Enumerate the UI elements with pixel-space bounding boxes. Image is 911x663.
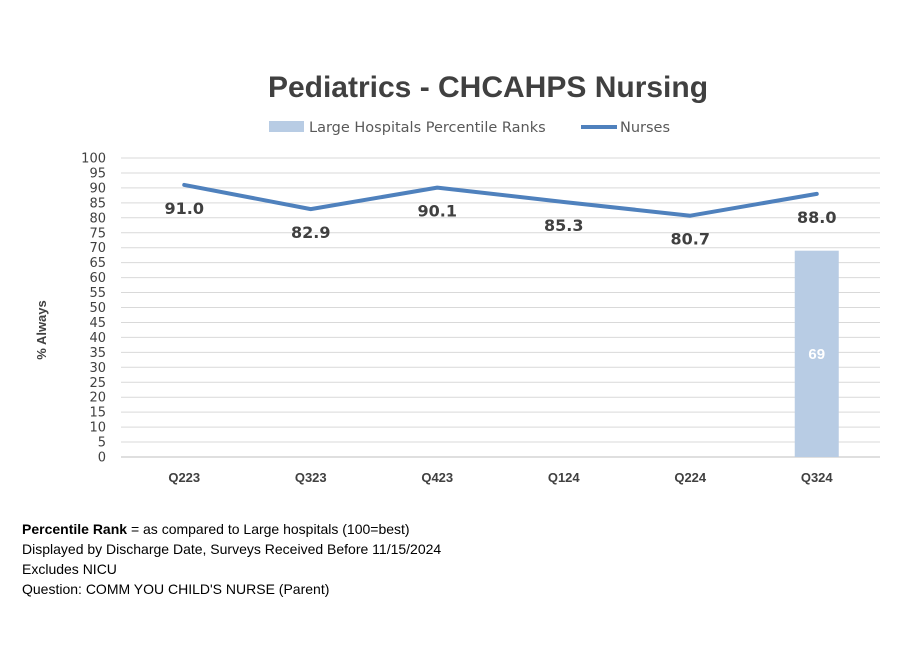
x-tick-label: Q223 [168,470,200,485]
footnotes: Percentile Rank = as compared to Large h… [22,519,441,599]
y-tick-label: 35 [89,346,106,361]
chart-title: Pediatrics - CHCAHPS Nursing [268,71,708,104]
note-question: Question: COMM YOU CHILD'S NURSE (Parent… [22,581,330,597]
y-tick-label: 50 [89,301,106,316]
y-tick-label: 0 [98,451,106,466]
y-tick-label: 30 [89,361,106,376]
y-tick-label: 75 [89,226,106,241]
x-tick-label: Q324 [801,470,834,485]
y-tick-label: 25 [89,376,106,391]
legend-swatch-bar [269,121,304,132]
line-value-label: 88.0 [797,208,836,227]
y-tick-label: 60 [89,271,106,286]
line-value-label: 90.1 [418,202,457,221]
gridlines [121,157,880,458]
bar [794,250,839,457]
line-value-label: 82.9 [291,223,330,242]
legend-label-line: Nurses [620,120,670,136]
y-tick-label: 10 [89,421,106,436]
y-tick-label: 5 [98,436,106,451]
legend: Large Hospitals Percentile Ranks Nurses [269,120,670,136]
y-tick-label: 85 [89,196,106,211]
bar-value-label: 69 [808,346,825,363]
y-tick-label: 100 [81,152,106,167]
y-tick-label: 15 [89,406,106,421]
nurses-line [182,182,819,218]
y-tick-label: 40 [89,331,106,346]
y-tick-label: 80 [89,211,106,226]
y-tick-label: 55 [89,286,106,301]
y-tick-label: 90 [89,181,106,196]
y-axis-label: % Always [34,300,49,360]
y-tick-label: 65 [89,256,106,271]
legend-label-bar: Large Hospitals Percentile Ranks [309,120,546,136]
x-axis-ticks: Q223 Q323 Q423 Q124 Q224 Q324 [168,470,833,485]
bars: 69 [794,250,839,457]
note-discharge-date: Displayed by Discharge Date, Surveys Rec… [22,541,442,557]
note-percentile-rank-term: Percentile Rank [22,521,128,537]
y-tick-label: 45 [89,316,106,331]
x-tick-label: Q323 [295,470,327,485]
note-excludes: Excludes NICU [22,561,117,577]
y-tick-label: 70 [89,241,106,256]
line-value-label: 80.7 [671,230,710,249]
x-tick-label: Q224 [674,470,707,485]
x-tick-label: Q423 [421,470,453,485]
line-value-label: 85.3 [544,216,583,235]
y-tick-label: 95 [89,166,106,181]
note-percentile-rank: Percentile Rank = as compared to Large h… [22,519,441,539]
chart: Pediatrics - CHCAHPS Nursing Large Hospi… [34,71,880,485]
y-tick-label: 20 [89,391,106,406]
x-tick-label: Q124 [548,470,581,485]
line-value-label: 91.0 [165,199,204,218]
y-axis-ticks: 0510152025303540455055606570758085909510… [81,152,106,466]
data-labels: 91.0 82.9 90.1 85.3 80.7 88.0 [165,199,837,249]
note-percentile-rank-definition: = as compared to Large hospitals (100=be… [127,521,410,537]
series-line [182,182,819,218]
